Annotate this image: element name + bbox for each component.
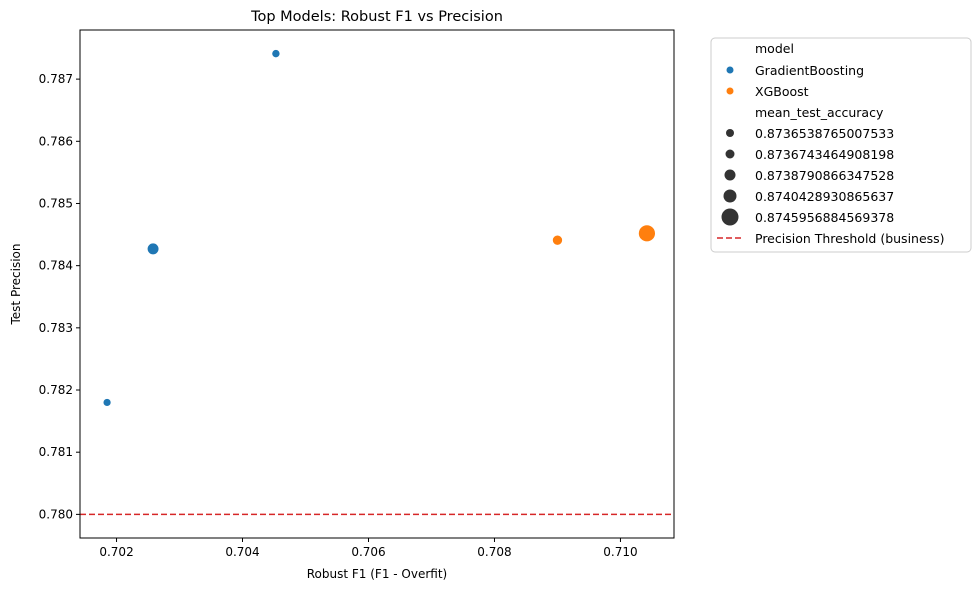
y-tick-label: 0.785 <box>39 196 73 210</box>
legend-size-label-2: 0.8736743464908198 <box>755 147 894 162</box>
axes-frame <box>79 29 675 539</box>
data-point-gradientboosting <box>146 242 160 256</box>
legend-size-marker-5 <box>721 208 739 226</box>
legend-label-xgboost: XGBoost <box>755 84 809 99</box>
legend-size-label-4: 0.8740428930865637 <box>755 189 894 204</box>
chart-title: Top Models: Robust F1 vs Precision <box>250 9 503 25</box>
x-tick-label: 0.706 <box>351 545 385 559</box>
x-tick-label: 0.704 <box>225 545 259 559</box>
legend: model GradientBoosting XGBoost mean_test… <box>710 37 972 253</box>
data-point-xgboost <box>638 224 656 243</box>
legend-marker-gradientboosting <box>726 66 734 74</box>
legend-size-label-3: 0.8738790866347528 <box>755 168 894 183</box>
legend-frame <box>710 37 972 253</box>
data-point-xgboost <box>551 234 563 246</box>
legend-size-label-5: 0.8745956884569378 <box>755 210 894 225</box>
legend-size-label-1: 0.8736538765007533 <box>755 126 894 141</box>
x-tick-label: 0.710 <box>603 545 637 559</box>
legend-size-marker-1 <box>726 129 734 137</box>
data-point-gradientboosting <box>102 398 112 407</box>
legend-marker-xgboost <box>726 87 734 95</box>
x-tick-label: 0.708 <box>477 545 511 559</box>
data-points <box>102 49 656 407</box>
x-axis-ticks: 0.702 0.704 0.706 0.708 0.710 <box>99 538 638 559</box>
y-tick-label: 0.783 <box>39 321 73 335</box>
plot-area <box>80 30 674 538</box>
plot-background <box>80 30 674 538</box>
legend-label-threshold: Precision Threshold (business) <box>755 231 945 246</box>
y-axis-ticks: 0.780 0.781 0.782 0.783 0.784 0.785 0.786 0.787 <box>39 72 80 521</box>
x-axis-title: Robust F1 (F1 - Overfit) <box>307 567 447 581</box>
y-axis-title: Test Precision <box>9 244 23 326</box>
y-tick-label: 0.784 <box>39 259 73 273</box>
data-point-gradientboosting <box>271 49 281 59</box>
y-tick-label: 0.782 <box>39 383 73 397</box>
y-tick-label: 0.786 <box>39 134 73 148</box>
legend-label-gradientboosting: GradientBoosting <box>755 63 864 78</box>
y-tick-label: 0.787 <box>39 72 73 86</box>
legend-hue-title: model <box>755 41 794 56</box>
y-tick-label: 0.780 <box>39 507 73 521</box>
legend-size-marker-4 <box>723 189 737 203</box>
x-tick-label: 0.702 <box>99 545 133 559</box>
y-tick-label: 0.781 <box>39 445 73 459</box>
legend-size-marker-3 <box>724 169 736 181</box>
legend-size-marker-2 <box>725 149 735 159</box>
legend-size-title: mean_test_accuracy <box>755 105 884 120</box>
